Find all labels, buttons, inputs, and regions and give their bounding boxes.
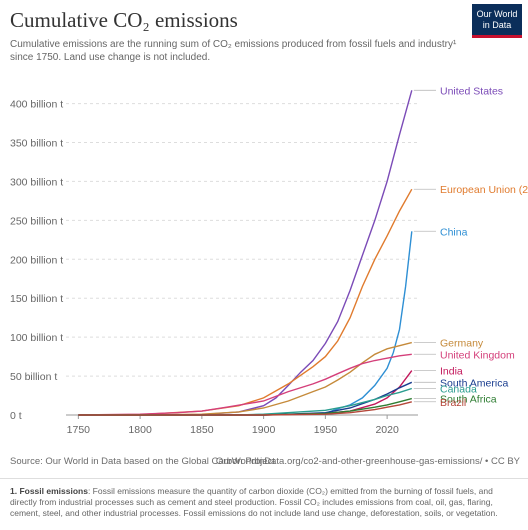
y-tick-label: 300 billion t <box>10 176 63 188</box>
footnote-label: 1. Fossil emissions <box>10 486 88 496</box>
y-tick-label: 100 billion t <box>10 332 63 344</box>
series-line <box>78 370 413 416</box>
series-label: South America <box>440 377 508 389</box>
x-tick-label: 1850 <box>190 424 214 436</box>
x-tick-label: 1900 <box>252 424 276 436</box>
chart-title: Cumulative CO₂ emissions <box>10 8 238 32</box>
y-tick-label: 50 billion t <box>10 371 57 383</box>
series-line <box>78 401 412 416</box>
logo-line-1: Our World <box>476 9 518 19</box>
series-label: European Union (27) <box>440 184 528 196</box>
series-label: Brazil <box>440 397 466 409</box>
series-line <box>78 188 413 416</box>
source-note: Source: Our World in Data based on the G… <box>10 456 275 467</box>
footnote: 1. Fossil emissions: Fossil emissions me… <box>10 486 520 519</box>
series-label: India <box>440 366 463 378</box>
x-tick-label: 1750 <box>67 424 91 436</box>
series-label: Canada <box>440 384 477 396</box>
series-label: Germany <box>440 338 484 350</box>
y-tick-label: 150 billion t <box>10 293 63 305</box>
footer-divider <box>0 478 528 479</box>
series-line <box>78 397 412 416</box>
series-line <box>78 90 413 416</box>
x-tick-label: 2020 <box>375 424 399 436</box>
footnote-text: : Fossil emissions measure the quantity … <box>10 486 498 518</box>
chart-subtitle: Cumulative emissions are the running sum… <box>10 39 457 63</box>
owid-logo[interactable]: Our World in Data <box>472 4 522 38</box>
series-label: China <box>440 226 468 238</box>
series-line <box>78 341 412 416</box>
y-tick-label: 350 billion t <box>10 138 63 150</box>
series-line <box>78 353 412 416</box>
line-chart: 0 t 50 billion t 100 billion t 150 billion … <box>10 85 528 436</box>
y-tick-label: 0 t <box>10 410 22 422</box>
x-tick-label: 1950 <box>314 424 338 436</box>
x-tick-label: 1800 <box>128 424 152 436</box>
y-tick-label: 200 billion t <box>10 254 63 266</box>
series-label: South Africa <box>440 394 497 406</box>
logo-line-2: in Data <box>482 20 512 30</box>
y-tick-label: 400 billion t <box>10 99 63 111</box>
source-url-link[interactable]: OurWorldInData.org/co2-and-other-greenho… <box>215 456 520 467</box>
series-label: United States <box>440 85 503 97</box>
series-label: United Kingdom <box>440 349 515 361</box>
y-tick-label: 250 billion t <box>10 215 63 227</box>
